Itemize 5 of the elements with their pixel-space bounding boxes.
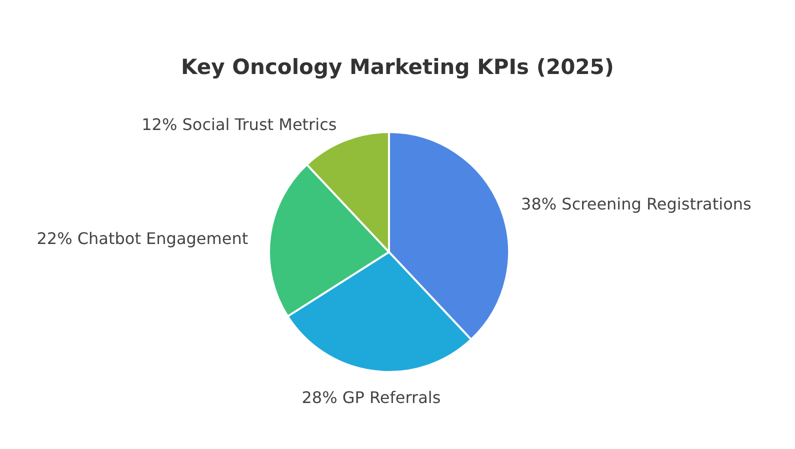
slice-label: 28% GP Referrals [302, 388, 441, 407]
slice-label: 12% Social Trust Metrics [142, 114, 337, 134]
slice-label: 22% Chatbot Engagement [36, 229, 248, 248]
chart-title: Key Oncology Marketing KPIs (2025) [180, 55, 614, 79]
slice-label: 38% Screening Registrations [521, 194, 752, 214]
